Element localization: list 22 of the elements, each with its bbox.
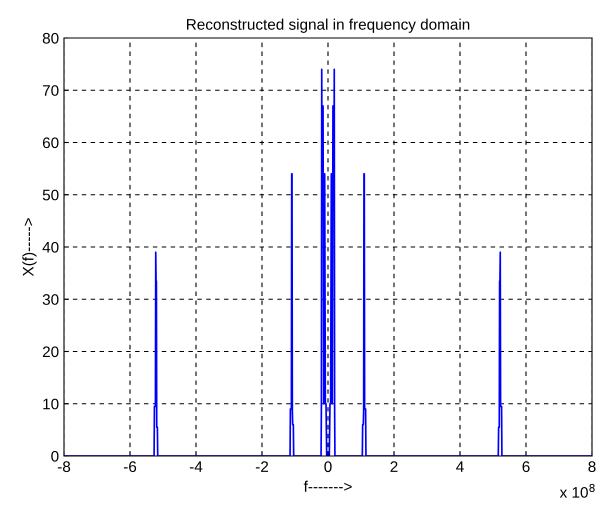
x-tick-label: 8 <box>588 461 596 472</box>
x-tick-label: -2 <box>256 461 268 472</box>
x-tick-label: 4 <box>456 461 464 472</box>
y-axis-title: X(f)-----> <box>22 218 37 276</box>
x-axis-title: f-------> <box>304 480 352 492</box>
y-tick-label: 80 <box>42 32 59 44</box>
y-tick-label: 30 <box>42 294 59 305</box>
text: x 10$^{8}$ <box>560 484 595 498</box>
y-tick-label: 70 <box>42 85 59 96</box>
x-tick-label: 0 <box>324 461 332 472</box>
x-tick-label: -6 <box>124 461 136 472</box>
x-tick-label: -4 <box>190 461 202 472</box>
x-tick-label: 2 <box>390 461 398 472</box>
y-tick-label: 10 <box>43 398 59 410</box>
y-tick-label: 20 <box>42 346 59 358</box>
y-tick-label: 0 <box>51 450 59 462</box>
y-tick-label: 50 <box>42 190 59 200</box>
x-tick-label: 6 <box>522 461 530 472</box>
y-tick-label: 40 <box>42 242 59 253</box>
y-tick-label: 60 <box>42 137 59 148</box>
x-tick-label: -8 <box>58 461 70 472</box>
chart-title: Reconstructed signal in frequency domain <box>187 18 470 33</box>
